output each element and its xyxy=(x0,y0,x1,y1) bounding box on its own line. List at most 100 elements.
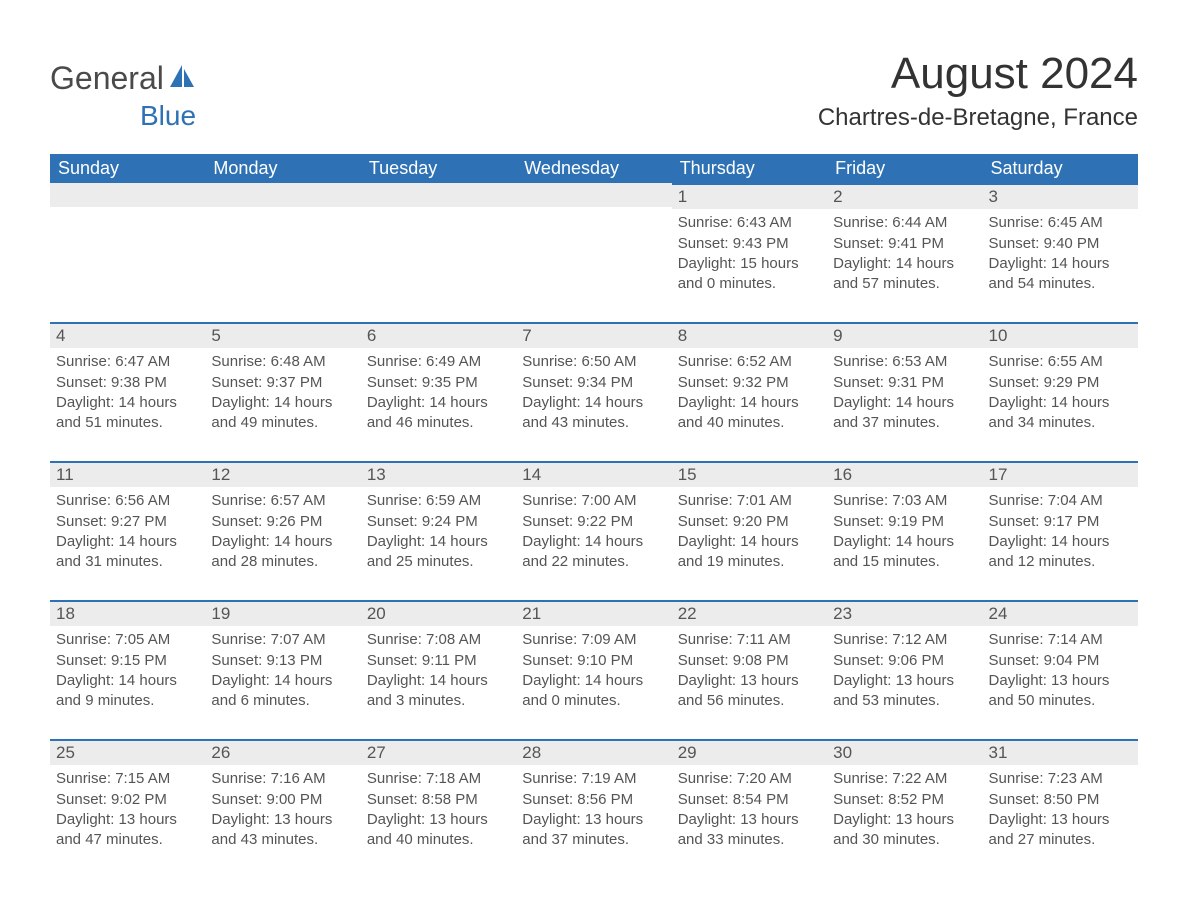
sunrise-line: Sunrise: 7:16 AM xyxy=(211,769,354,789)
sunset-line: Sunset: 9:00 PM xyxy=(211,790,354,810)
day-number: 30 xyxy=(827,739,982,765)
day-number: 15 xyxy=(672,461,827,487)
calendar-cell xyxy=(205,183,360,322)
sunrise-line: Sunrise: 7:03 AM xyxy=(833,491,976,511)
day-number: 6 xyxy=(361,322,516,348)
calendar-cell: 1Sunrise: 6:43 AMSunset: 9:43 PMDaylight… xyxy=(672,183,827,322)
sunrise-line: Sunrise: 6:47 AM xyxy=(56,352,199,372)
day-details: Sunrise: 6:50 AMSunset: 9:34 PMDaylight:… xyxy=(516,348,671,433)
day-details: Sunrise: 6:49 AMSunset: 9:35 PMDaylight:… xyxy=(361,348,516,433)
sunrise-line: Sunrise: 6:52 AM xyxy=(678,352,821,372)
sunset-line: Sunset: 9:37 PM xyxy=(211,373,354,393)
calendar-week-row: 1Sunrise: 6:43 AMSunset: 9:43 PMDaylight… xyxy=(50,183,1138,322)
calendar-cell: 7Sunrise: 6:50 AMSunset: 9:34 PMDaylight… xyxy=(516,322,671,461)
day-number: 3 xyxy=(983,183,1138,209)
sunrise-line: Sunrise: 6:48 AM xyxy=(211,352,354,372)
sunset-line: Sunset: 8:52 PM xyxy=(833,790,976,810)
calendar-cell: 26Sunrise: 7:16 AMSunset: 9:00 PMDayligh… xyxy=(205,739,360,878)
sunrise-line: Sunrise: 6:45 AM xyxy=(989,213,1132,233)
daylight-line: Daylight: 13 hours and 40 minutes. xyxy=(367,810,510,851)
sunrise-line: Sunrise: 7:15 AM xyxy=(56,769,199,789)
calendar-cell xyxy=(361,183,516,322)
sunset-line: Sunset: 9:11 PM xyxy=(367,651,510,671)
calendar-cell: 16Sunrise: 7:03 AMSunset: 9:19 PMDayligh… xyxy=(827,461,982,600)
day-details: Sunrise: 7:20 AMSunset: 8:54 PMDaylight:… xyxy=(672,765,827,850)
day-details: Sunrise: 7:01 AMSunset: 9:20 PMDaylight:… xyxy=(672,487,827,572)
sunset-line: Sunset: 8:54 PM xyxy=(678,790,821,810)
sunrise-line: Sunrise: 6:59 AM xyxy=(367,491,510,511)
calendar-body: 1Sunrise: 6:43 AMSunset: 9:43 PMDaylight… xyxy=(50,183,1138,878)
day-details: Sunrise: 6:55 AMSunset: 9:29 PMDaylight:… xyxy=(983,348,1138,433)
calendar-cell: 18Sunrise: 7:05 AMSunset: 9:15 PMDayligh… xyxy=(50,600,205,739)
day-details: Sunrise: 7:12 AMSunset: 9:06 PMDaylight:… xyxy=(827,626,982,711)
sunset-line: Sunset: 9:15 PM xyxy=(56,651,199,671)
logo-text-2: Blue xyxy=(140,100,196,131)
daylight-line: Daylight: 13 hours and 43 minutes. xyxy=(211,810,354,851)
sunrise-line: Sunrise: 6:57 AM xyxy=(211,491,354,511)
sunset-line: Sunset: 9:24 PM xyxy=(367,512,510,532)
day-number: 18 xyxy=(50,600,205,626)
sunset-line: Sunset: 9:31 PM xyxy=(833,373,976,393)
day-number: 5 xyxy=(205,322,360,348)
logo-sail-icon xyxy=(168,63,196,89)
daylight-line: Daylight: 13 hours and 56 minutes. xyxy=(678,671,821,712)
daylight-line: Daylight: 14 hours and 37 minutes. xyxy=(833,393,976,434)
sunrise-line: Sunrise: 7:04 AM xyxy=(989,491,1132,511)
sunset-line: Sunset: 8:50 PM xyxy=(989,790,1132,810)
sunset-line: Sunset: 9:34 PM xyxy=(522,373,665,393)
calendar-week-row: 18Sunrise: 7:05 AMSunset: 9:15 PMDayligh… xyxy=(50,600,1138,739)
calendar-cell: 4Sunrise: 6:47 AMSunset: 9:38 PMDaylight… xyxy=(50,322,205,461)
sunrise-line: Sunrise: 6:49 AM xyxy=(367,352,510,372)
daylight-line: Daylight: 14 hours and 46 minutes. xyxy=(367,393,510,434)
day-details: Sunrise: 6:53 AMSunset: 9:31 PMDaylight:… xyxy=(827,348,982,433)
sunset-line: Sunset: 9:19 PM xyxy=(833,512,976,532)
day-number: 23 xyxy=(827,600,982,626)
empty-day-number xyxy=(516,183,671,207)
day-number: 22 xyxy=(672,600,827,626)
day-number: 27 xyxy=(361,739,516,765)
day-number: 26 xyxy=(205,739,360,765)
daylight-line: Daylight: 13 hours and 37 minutes. xyxy=(522,810,665,851)
logo: General xyxy=(50,50,196,97)
empty-day-number xyxy=(361,183,516,207)
daylight-line: Daylight: 14 hours and 25 minutes. xyxy=(367,532,510,573)
sunrise-line: Sunrise: 7:09 AM xyxy=(522,630,665,650)
page-header: General August 2024 Chartres-de-Bretagne… xyxy=(50,50,1138,132)
day-details: Sunrise: 7:22 AMSunset: 8:52 PMDaylight:… xyxy=(827,765,982,850)
day-details: Sunrise: 7:16 AMSunset: 9:00 PMDaylight:… xyxy=(205,765,360,850)
day-number: 16 xyxy=(827,461,982,487)
daylight-line: Daylight: 13 hours and 47 minutes. xyxy=(56,810,199,851)
day-number: 25 xyxy=(50,739,205,765)
sunset-line: Sunset: 9:32 PM xyxy=(678,373,821,393)
day-number: 20 xyxy=(361,600,516,626)
sunset-line: Sunset: 9:04 PM xyxy=(989,651,1132,671)
calendar-cell: 25Sunrise: 7:15 AMSunset: 9:02 PMDayligh… xyxy=(50,739,205,878)
calendar-cell: 17Sunrise: 7:04 AMSunset: 9:17 PMDayligh… xyxy=(983,461,1138,600)
sunrise-line: Sunrise: 7:00 AM xyxy=(522,491,665,511)
day-header-row: Sunday Monday Tuesday Wednesday Thursday… xyxy=(50,154,1138,183)
page-title: August 2024 xyxy=(818,50,1138,98)
day-header: Saturday xyxy=(983,154,1138,183)
sunrise-line: Sunrise: 7:20 AM xyxy=(678,769,821,789)
sunrise-line: Sunrise: 6:44 AM xyxy=(833,213,976,233)
daylight-line: Daylight: 14 hours and 31 minutes. xyxy=(56,532,199,573)
calendar-cell: 22Sunrise: 7:11 AMSunset: 9:08 PMDayligh… xyxy=(672,600,827,739)
day-number: 9 xyxy=(827,322,982,348)
daylight-line: Daylight: 14 hours and 51 minutes. xyxy=(56,393,199,434)
day-number: 13 xyxy=(361,461,516,487)
daylight-line: Daylight: 14 hours and 43 minutes. xyxy=(522,393,665,434)
daylight-line: Daylight: 13 hours and 27 minutes. xyxy=(989,810,1132,851)
daylight-line: Daylight: 14 hours and 9 minutes. xyxy=(56,671,199,712)
daylight-line: Daylight: 14 hours and 22 minutes. xyxy=(522,532,665,573)
calendar-cell: 14Sunrise: 7:00 AMSunset: 9:22 PMDayligh… xyxy=(516,461,671,600)
calendar-cell: 31Sunrise: 7:23 AMSunset: 8:50 PMDayligh… xyxy=(983,739,1138,878)
day-details: Sunrise: 6:57 AMSunset: 9:26 PMDaylight:… xyxy=(205,487,360,572)
calendar-cell: 3Sunrise: 6:45 AMSunset: 9:40 PMDaylight… xyxy=(983,183,1138,322)
sunrise-line: Sunrise: 6:55 AM xyxy=(989,352,1132,372)
daylight-line: Daylight: 13 hours and 30 minutes. xyxy=(833,810,976,851)
daylight-line: Daylight: 14 hours and 12 minutes. xyxy=(989,532,1132,573)
day-details: Sunrise: 7:09 AMSunset: 9:10 PMDaylight:… xyxy=(516,626,671,711)
sunset-line: Sunset: 9:43 PM xyxy=(678,234,821,254)
sunset-line: Sunset: 8:56 PM xyxy=(522,790,665,810)
day-details: Sunrise: 6:59 AMSunset: 9:24 PMDaylight:… xyxy=(361,487,516,572)
